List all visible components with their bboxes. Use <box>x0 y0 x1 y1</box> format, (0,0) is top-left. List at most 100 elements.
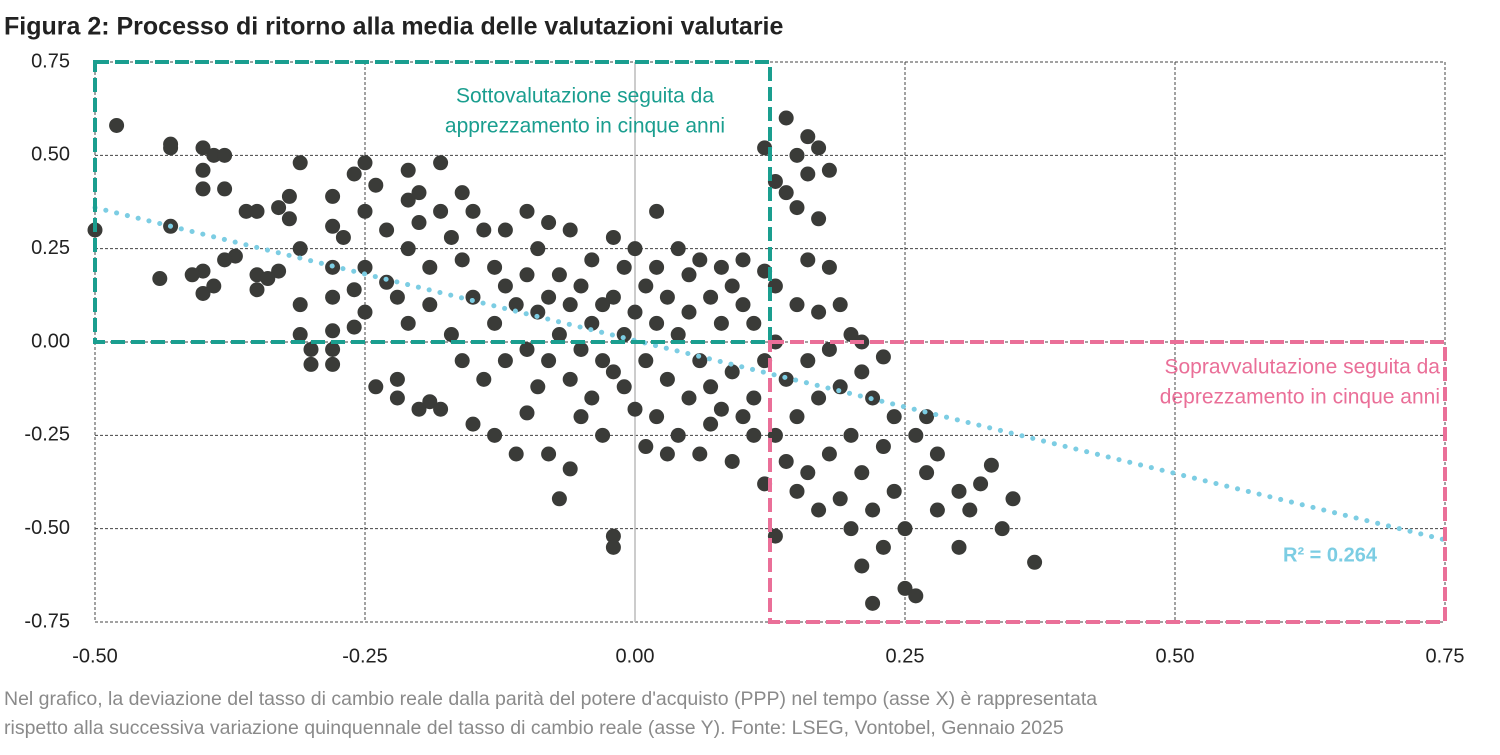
point <box>335 229 351 245</box>
point <box>389 371 405 387</box>
point <box>800 353 816 369</box>
point <box>454 185 470 201</box>
point <box>562 461 578 477</box>
point <box>281 188 297 204</box>
point <box>562 371 578 387</box>
point <box>109 117 125 133</box>
point <box>746 315 762 331</box>
point <box>346 166 362 182</box>
region-box <box>93 60 772 344</box>
point <box>811 140 827 156</box>
point <box>508 446 524 462</box>
point <box>789 483 805 499</box>
point <box>649 203 665 219</box>
point <box>973 476 989 492</box>
point <box>195 285 211 301</box>
point <box>746 390 762 406</box>
point <box>584 315 600 331</box>
point <box>519 341 535 357</box>
point <box>400 162 416 178</box>
point <box>595 353 611 369</box>
caption-line: rispetto alla successiva variazione quin… <box>4 717 1064 739</box>
point <box>670 427 686 443</box>
point <box>638 439 654 455</box>
point <box>346 282 362 298</box>
point <box>465 289 481 305</box>
x-tick-label: -0.25 <box>342 645 388 667</box>
point <box>886 409 902 425</box>
point <box>443 229 459 245</box>
point <box>703 416 719 432</box>
point <box>638 278 654 294</box>
point <box>389 390 405 406</box>
point <box>854 465 870 481</box>
point <box>292 155 308 171</box>
point <box>854 364 870 380</box>
point <box>778 185 794 201</box>
point <box>1005 491 1021 507</box>
point <box>832 297 848 313</box>
point <box>411 185 427 201</box>
point <box>551 327 567 343</box>
point <box>184 267 200 283</box>
point <box>303 356 319 372</box>
point <box>724 364 740 380</box>
point <box>649 409 665 425</box>
point <box>595 297 611 313</box>
point <box>541 215 557 231</box>
point <box>530 304 546 320</box>
point <box>476 222 492 238</box>
point <box>627 401 643 417</box>
point <box>659 289 675 305</box>
point <box>422 297 438 313</box>
point <box>325 289 341 305</box>
point <box>573 278 589 294</box>
point <box>649 315 665 331</box>
point <box>357 304 373 320</box>
point <box>962 502 978 518</box>
point <box>627 304 643 320</box>
point <box>789 297 805 313</box>
point <box>746 427 762 443</box>
point <box>605 289 621 305</box>
point <box>530 379 546 395</box>
r-squared-label: R² = 0.264 <box>1283 544 1378 566</box>
caption-line: Nel grafico, la deviazione del tasso di … <box>4 688 1097 710</box>
point <box>357 203 373 219</box>
point <box>800 252 816 268</box>
point <box>692 353 708 369</box>
point <box>994 521 1010 537</box>
x-tick-label: 0.50 <box>1156 645 1195 667</box>
point <box>811 211 827 227</box>
point <box>368 177 384 193</box>
trendline <box>92 205 1448 543</box>
point <box>735 297 751 313</box>
point <box>951 483 967 499</box>
point <box>217 181 233 197</box>
point <box>573 409 589 425</box>
point <box>325 218 341 234</box>
point <box>865 595 881 611</box>
point <box>357 259 373 275</box>
point <box>811 390 827 406</box>
point <box>670 241 686 257</box>
point <box>659 446 675 462</box>
point <box>724 278 740 294</box>
point <box>789 409 805 425</box>
point <box>206 147 222 163</box>
point <box>541 353 557 369</box>
x-tick-label: 0.75 <box>1426 645 1465 667</box>
point <box>724 453 740 469</box>
point <box>433 203 449 219</box>
x-tick-label: 0.00 <box>616 645 655 667</box>
point <box>249 203 265 219</box>
point <box>497 353 513 369</box>
point <box>357 155 373 171</box>
point <box>929 446 945 462</box>
point <box>465 203 481 219</box>
point <box>703 379 719 395</box>
point <box>260 271 276 287</box>
point <box>152 271 168 287</box>
point <box>292 241 308 257</box>
point <box>595 427 611 443</box>
